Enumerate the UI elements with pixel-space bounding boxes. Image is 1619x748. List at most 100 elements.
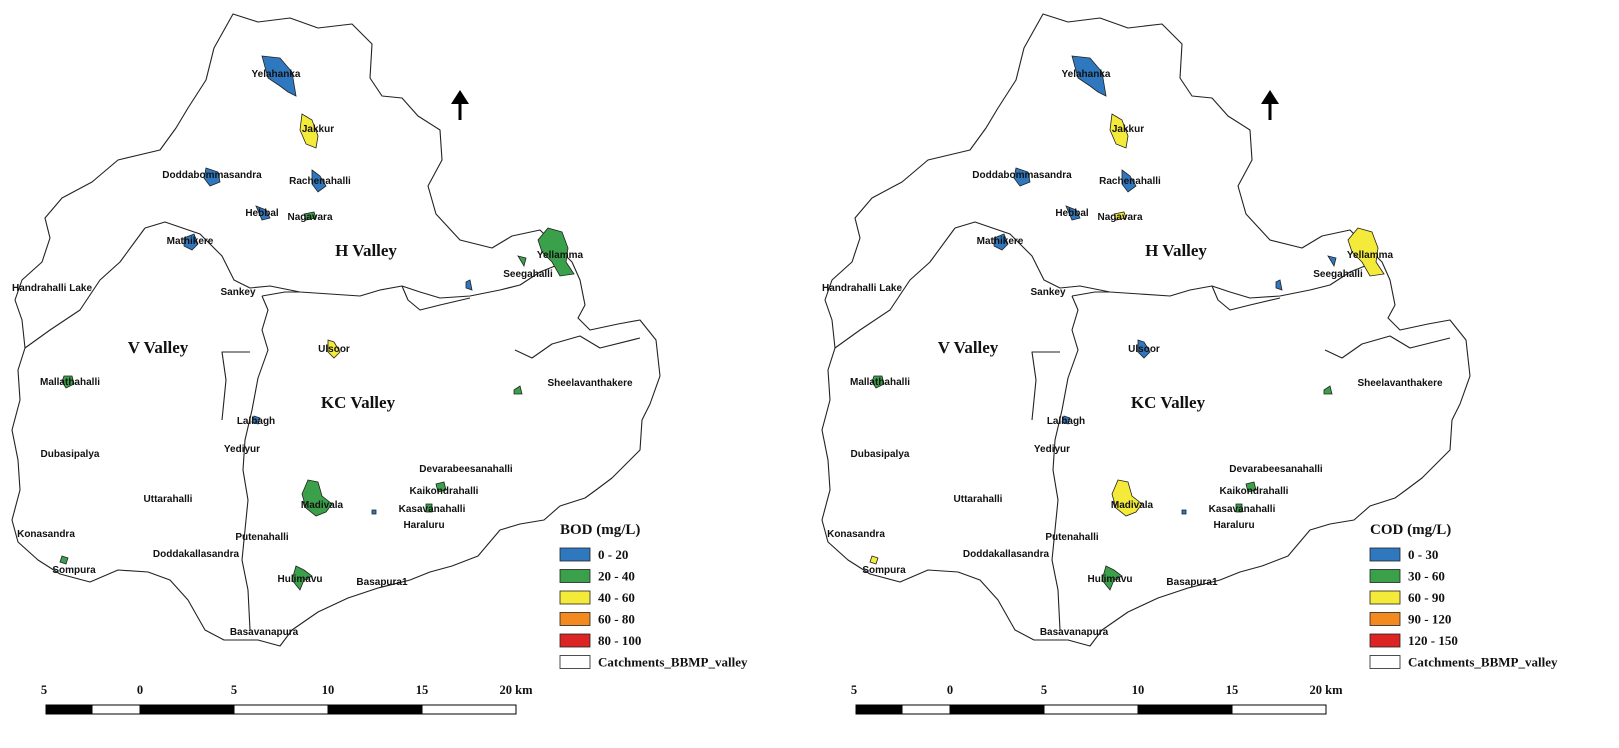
lake-mathikere (183, 233, 199, 251)
valley-boundary (834, 227, 956, 349)
label-kaikondrahalli: Kaikondrahalli (410, 486, 479, 497)
valley-boundary (1071, 291, 1110, 297)
legend: BOD (mg/L) 0 - 20 20 - 40 40 - 60 60 - 80 80 … (559, 522, 748, 670)
lake-yelahanka (261, 55, 297, 97)
label-kasavanahalli: Kasavanahalli (1209, 504, 1276, 515)
lake-hulimavu (291, 565, 313, 591)
label-basapura1: Basapura1 (356, 577, 408, 588)
label-haralluru: Haraluru (1213, 520, 1254, 531)
legend-swatch (1369, 633, 1401, 648)
valley-boundary (1324, 335, 1451, 359)
legend-swatch (559, 655, 591, 669)
label-yediyur: Yediyur (1034, 444, 1070, 455)
valley-boundary (1031, 351, 1060, 421)
north-arrow-icon (451, 90, 469, 120)
scale-label: 20 km (1310, 683, 1344, 697)
label-sankey: Sankey (220, 287, 255, 298)
label-basapura1: Basapura1 (1166, 577, 1218, 588)
label-hebbal: Hebbal (245, 208, 279, 219)
label-sheelavanthakere: Sheelavanthakere (1357, 378, 1442, 389)
label-yellamma: Yellamma (537, 250, 584, 261)
valley-boundary (514, 335, 641, 359)
lake-dot (1181, 509, 1187, 515)
label-sankey: Sankey (1030, 287, 1065, 298)
lake-mallathahalli (871, 375, 885, 389)
valley-boundary (954, 221, 1371, 299)
label-ulsoor: Ulsoor (318, 344, 350, 355)
label-konasandra: Konasandra (827, 529, 885, 540)
scale-label: 20 km (500, 683, 534, 697)
label-lalbagh: Lalbagh (237, 416, 275, 427)
label-mallathahalli: Mallathahalli (850, 377, 910, 388)
legend-label: Catchments_BBMP_valley (598, 655, 748, 670)
lake-jakkur (1109, 113, 1129, 149)
map-cod: Yelahanka Jakkur Doddabommasandra Rachenaha… (821, 13, 1558, 715)
label-jakkur: Jakkur (302, 124, 334, 135)
label-basavanapura: Basavanapura (230, 627, 299, 638)
lake-kasavanahalli (425, 503, 433, 513)
scale-label: 15 (416, 683, 429, 697)
valley-label-v: V Valley (938, 338, 999, 357)
valley-boundary (401, 285, 471, 311)
lake-rachenahalli (311, 169, 327, 193)
valley-label-kc: KC Valley (321, 393, 396, 412)
legend-swatch (1369, 612, 1401, 626)
bod-map-panel: Yelahanka Jakkur Doddabommasandra Rachenaha… (0, 0, 800, 748)
lake-ulsoor (1137, 339, 1151, 359)
legend-label: 60 - 90 (1408, 590, 1445, 605)
lake-kaikondrahalli (435, 481, 447, 493)
lake-kasavanahalli (1235, 503, 1243, 513)
label-jakkur: Jakkur (1112, 124, 1144, 135)
label-mathikere: Mathikere (977, 236, 1024, 247)
valley-boundary (1051, 295, 1079, 631)
scale-label: 10 (1132, 683, 1145, 697)
scale-label: 0 (137, 683, 143, 697)
lake-rachenahalli (1121, 169, 1137, 193)
legend-swatch (559, 612, 591, 626)
lake-lalbagh (1061, 415, 1071, 425)
legend-swatch (1369, 547, 1401, 562)
legend-label: 40 - 60 (598, 590, 635, 605)
label-dubasipalya: Dubasipalya (851, 449, 910, 460)
lake-east_small (465, 279, 473, 291)
label-yelahanka: Yelahanka (1062, 69, 1111, 80)
lake-madivala (1111, 479, 1143, 517)
lake-ulsoor (327, 339, 341, 359)
label-sheelavanthakere: Sheelavanthakere (547, 378, 632, 389)
label-uttarahalli: Uttarahalli (144, 494, 193, 505)
legend-label: 0 - 30 (1408, 547, 1438, 562)
scale-label: 5 (851, 683, 857, 697)
scale-bar: 5 0 5 10 15 20 km (851, 683, 1344, 715)
valley-boundary (241, 295, 269, 631)
catchment-boundaries (11, 13, 661, 647)
lake-sheelavanthakere (513, 385, 523, 395)
city-boundary (821, 13, 1471, 647)
label-madivala: Madivala (1111, 500, 1154, 511)
label-doddakallasandra: Doddakallasandra (963, 549, 1050, 560)
scale-label: 10 (322, 683, 335, 697)
lake-madivala (301, 479, 333, 517)
scale-label: 5 (1041, 683, 1047, 697)
label-basavanapura: Basavanapura (1040, 627, 1109, 638)
valley-boundary (261, 291, 300, 297)
label-handrahalli: Handrahalli Lake (12, 283, 92, 294)
label-putenahalli: Putenahalli (235, 532, 289, 543)
lake-doddabommasandra (1013, 167, 1031, 187)
lake-sheelavanthakere (1323, 385, 1333, 395)
label-yelahanka: Yelahanka (252, 69, 301, 80)
legend-swatch (559, 590, 591, 605)
lakes (59, 55, 575, 591)
label-seegahalli: Seegahalli (1313, 269, 1363, 280)
valley-boundary (1211, 285, 1281, 311)
label-rachenahalli: Rachenahalli (289, 176, 351, 187)
lake-sompura (59, 555, 69, 565)
lake-yellamma (1347, 227, 1385, 277)
lake-jakkur (299, 113, 319, 149)
legend-label: 80 - 100 (598, 633, 641, 648)
lake-doddabommasandra (203, 167, 221, 187)
label-yellamma: Yellamma (1347, 250, 1394, 261)
city-boundary (11, 13, 661, 647)
label-hulimavu: Hulimavu (1087, 574, 1132, 585)
lake-hulimavu (1101, 565, 1123, 591)
label-putenahalli: Putenahalli (1045, 532, 1099, 543)
